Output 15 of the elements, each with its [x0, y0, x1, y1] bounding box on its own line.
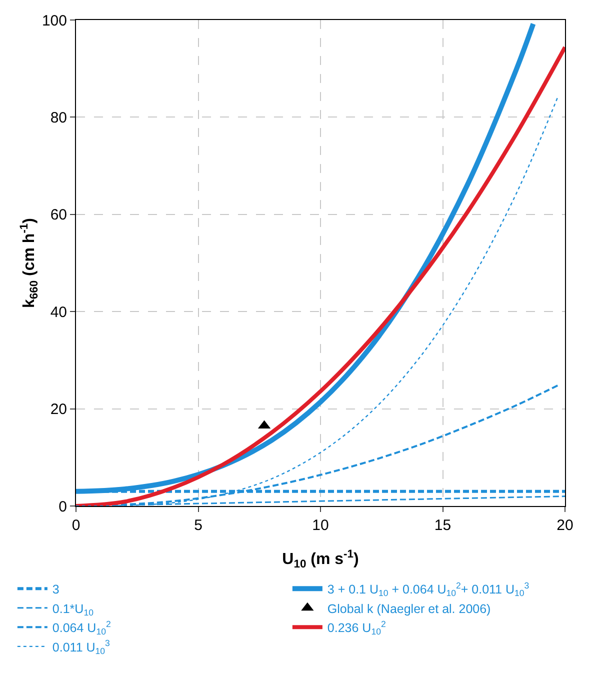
- y-tick-label: 20: [50, 401, 67, 418]
- y-tick-label: 80: [50, 109, 67, 126]
- legend-label: Global k (Naegler et al. 2006): [327, 602, 491, 616]
- x-tick-label: 0: [72, 517, 80, 534]
- y-tick-label: 0: [58, 498, 67, 516]
- x-tick-label: 15: [434, 517, 452, 534]
- x-tick-label: 5: [194, 517, 202, 534]
- y-tick-label: 60: [50, 206, 67, 224]
- y-tick-label: 40: [50, 304, 67, 321]
- legend-label: 0.1*U$_{10}$: [52, 602, 94, 618]
- x-tick-label: 20: [556, 517, 574, 534]
- x-tick-label: 10: [312, 517, 329, 534]
- legend-label: 3: [52, 582, 60, 597]
- x-axis-title: U$_{10}$ (m s$^{-1}$): [282, 548, 359, 570]
- y-tick-label: 100: [42, 12, 67, 30]
